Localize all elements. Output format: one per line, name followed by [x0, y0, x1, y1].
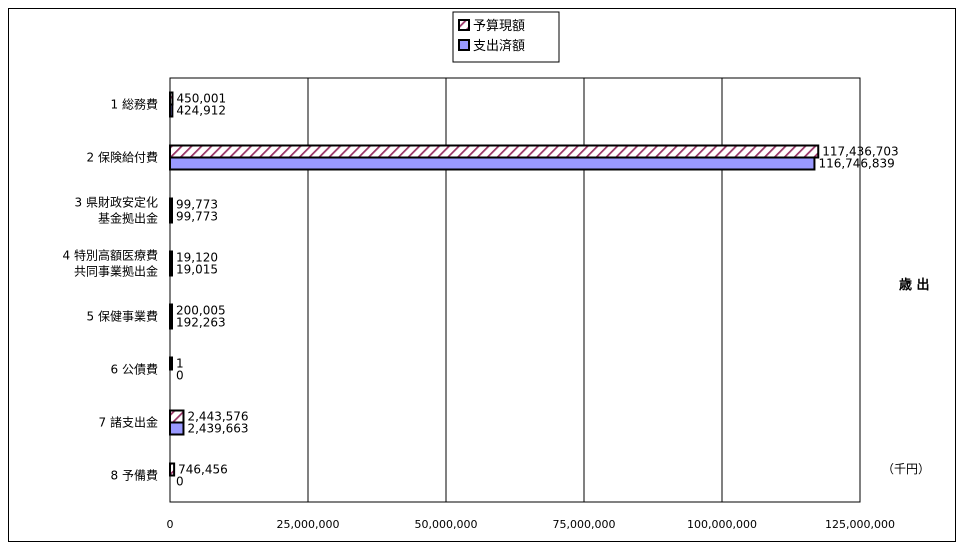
bar-expenditure: [169, 103, 174, 118]
x-tick-label: 75,000,000: [553, 518, 616, 531]
category-label: 2 保険給付費: [87, 150, 158, 165]
bar-budget: [169, 250, 173, 265]
bar-budget: [169, 303, 173, 318]
bar-budget: [169, 91, 174, 106]
bar-budget: [169, 197, 173, 212]
bar-budget: [169, 409, 185, 424]
category-label: 7 諸支出金: [99, 415, 158, 430]
unit-label: （千円）: [882, 462, 931, 476]
data-label: 450,001: [176, 92, 226, 106]
legend-box: [452, 11, 560, 63]
category-label: 8 予備費: [111, 468, 158, 483]
plot-area: 0 25,000,000 50,000,000 75,000,000 100,000,0…: [63, 77, 899, 531]
x-tick-label: 50,000,000: [415, 518, 478, 531]
category-label: 1 総務費: [111, 97, 158, 112]
category-label: 3 県財政安定化基金拠出金: [75, 195, 158, 226]
x-tick-label: 25,000,000: [277, 518, 340, 531]
category-label: 6 公債費: [111, 362, 158, 377]
data-label: 99,773: [176, 198, 218, 212]
x-tick-label: 125,000,000: [825, 518, 895, 531]
data-label: 19,015: [176, 263, 218, 277]
x-tick-label: 0: [167, 518, 174, 531]
bar-budget: [169, 144, 820, 159]
data-label: 746,456: [178, 463, 228, 477]
legend-entry: 予算現額: [473, 19, 525, 34]
chart-frame: [8, 8, 956, 542]
bar-budget: [169, 356, 173, 371]
bar-expenditure: [169, 421, 185, 436]
data-label: 192,263: [176, 316, 226, 330]
data-label: 200,005: [176, 304, 226, 318]
bar-expenditure: [169, 209, 173, 224]
data-label: 0: [176, 475, 184, 489]
category-label: 4 特別高額医療費共同事業拠出金: [63, 248, 158, 279]
side-title: 歳 出: [899, 278, 930, 293]
category-label: 5 保健事業費: [87, 309, 158, 324]
bar-budget: [169, 462, 176, 477]
data-label: 0: [176, 369, 184, 383]
plot-border: [169, 77, 861, 503]
data-label: 99,773: [176, 210, 218, 224]
data-label: 19,120: [176, 251, 218, 265]
bar-expenditure: [169, 315, 173, 330]
bar-expenditure: [169, 156, 816, 171]
bar-expenditure: [169, 262, 173, 277]
data-label: 1: [176, 357, 184, 371]
legend-entry: 支出済額: [473, 38, 525, 54]
data-label: 116,746,839: [818, 157, 894, 171]
legend-swatch: [458, 39, 470, 51]
x-tick-label: 100,000,000: [687, 518, 757, 531]
legend-swatch: [458, 19, 470, 31]
data-label: 117,436,703: [822, 145, 898, 159]
data-label: 424,912: [176, 104, 226, 118]
data-label: 2,443,576: [187, 410, 248, 424]
data-label: 2,439,663: [187, 422, 248, 436]
